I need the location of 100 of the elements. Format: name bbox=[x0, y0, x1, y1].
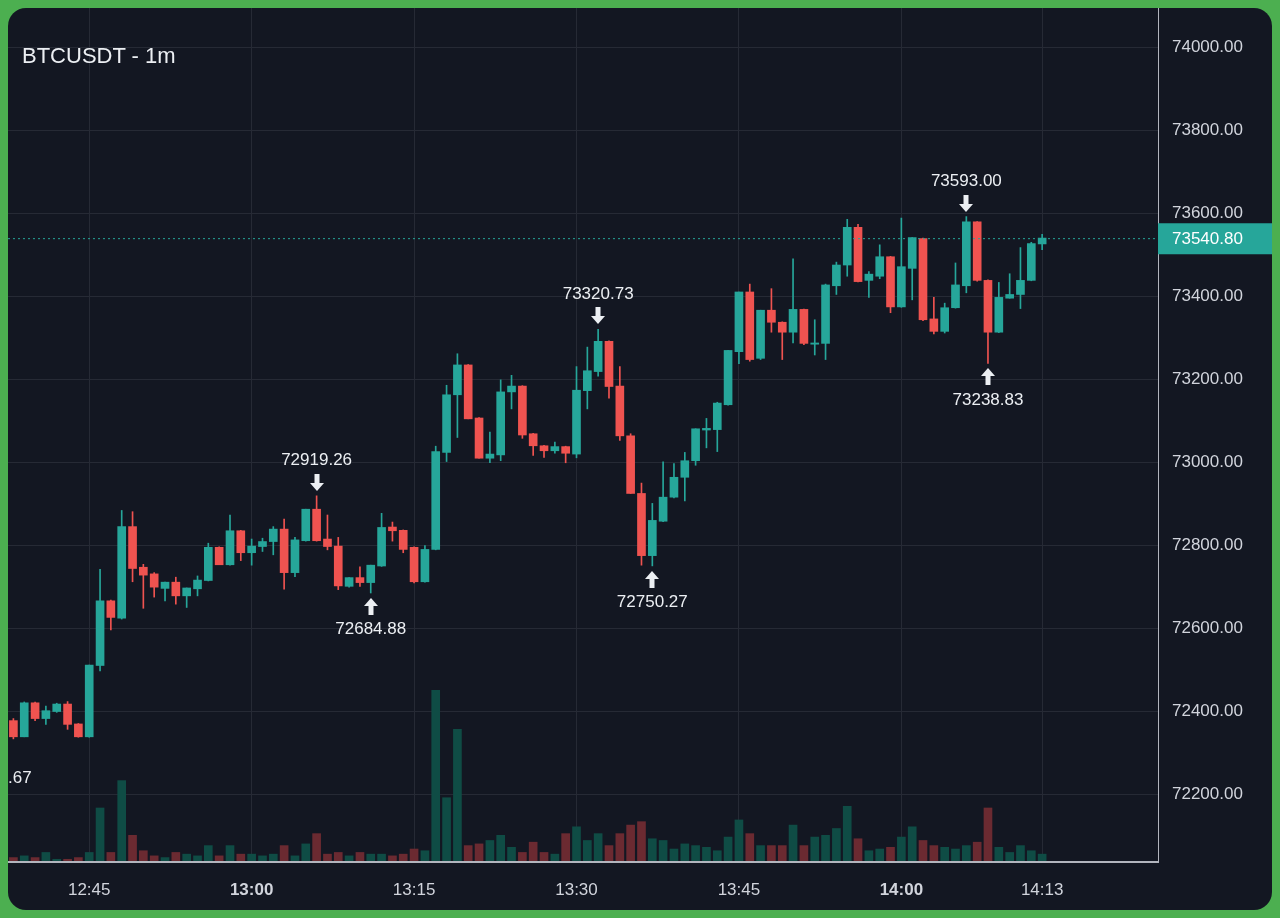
x-tick-label: 13:15 bbox=[392, 879, 436, 899]
candlestick bbox=[864, 271, 874, 298]
bar bbox=[593, 833, 603, 861]
bar bbox=[994, 846, 1004, 861]
bar bbox=[723, 836, 733, 861]
bar bbox=[74, 857, 83, 861]
bar bbox=[821, 835, 830, 861]
bar bbox=[19, 855, 29, 861]
bar bbox=[258, 855, 267, 861]
bar bbox=[539, 852, 549, 861]
y-tick-label: 72600.00 bbox=[1172, 617, 1243, 637]
bar bbox=[236, 853, 246, 861]
bar bbox=[788, 824, 798, 861]
annotation: 72684.88 bbox=[335, 619, 407, 639]
bar bbox=[518, 852, 527, 861]
y-tick-label: 72200.00 bbox=[1172, 783, 1243, 803]
bar bbox=[777, 845, 787, 861]
bar bbox=[583, 840, 592, 861]
bar bbox=[312, 833, 321, 861]
bar bbox=[106, 852, 116, 861]
bar bbox=[366, 853, 376, 861]
bar bbox=[907, 826, 917, 861]
annotation: 73593.00 bbox=[930, 170, 1002, 190]
bar bbox=[182, 853, 191, 861]
bar bbox=[128, 835, 137, 861]
bar bbox=[658, 840, 668, 861]
annotation: 73238.83 bbox=[952, 389, 1024, 409]
x-tick-label: 14:13 bbox=[1020, 879, 1064, 899]
annotation: 73320.73 bbox=[562, 283, 634, 303]
bar bbox=[139, 850, 148, 861]
bar bbox=[561, 833, 570, 861]
bar bbox=[333, 852, 343, 861]
bar bbox=[886, 846, 895, 861]
bar bbox=[1037, 853, 1047, 861]
bar bbox=[1026, 850, 1036, 861]
bar bbox=[84, 852, 94, 861]
candlestick bbox=[810, 319, 820, 356]
bar bbox=[528, 841, 538, 861]
bar bbox=[203, 845, 213, 861]
bar bbox=[409, 848, 419, 861]
x-tick-label: 13:45 bbox=[717, 879, 761, 899]
bar bbox=[832, 828, 841, 861]
bar bbox=[149, 855, 159, 861]
x-tick-label: 14:00 bbox=[879, 879, 924, 899]
bar bbox=[853, 838, 863, 861]
bar bbox=[431, 690, 441, 861]
bar bbox=[962, 845, 971, 861]
bar bbox=[63, 858, 72, 861]
bar bbox=[247, 853, 256, 861]
bar bbox=[918, 840, 928, 861]
y-tick-label: 73800.00 bbox=[1172, 120, 1243, 140]
bar bbox=[702, 846, 711, 861]
bar bbox=[355, 852, 365, 861]
bar bbox=[474, 843, 484, 861]
bar bbox=[799, 845, 809, 861]
bar bbox=[626, 824, 635, 861]
bar bbox=[30, 857, 40, 861]
bar bbox=[940, 846, 950, 861]
annotation: .67 bbox=[8, 767, 32, 787]
bar bbox=[550, 853, 560, 861]
bar bbox=[1005, 852, 1014, 861]
bar bbox=[117, 780, 127, 861]
bar bbox=[95, 807, 105, 861]
bar bbox=[1016, 845, 1025, 861]
bar bbox=[680, 843, 690, 861]
annotation: 72750.27 bbox=[616, 592, 688, 612]
bar bbox=[279, 845, 289, 861]
bar bbox=[615, 833, 625, 861]
bar bbox=[496, 835, 506, 861]
bar bbox=[268, 853, 278, 861]
bar bbox=[810, 836, 820, 861]
y-tick-label: 74000.00 bbox=[1172, 37, 1243, 57]
bar bbox=[463, 845, 473, 861]
bar bbox=[193, 855, 202, 861]
bar bbox=[972, 841, 982, 861]
bar bbox=[712, 850, 722, 861]
y-tick-label: 73000.00 bbox=[1172, 452, 1243, 472]
bar bbox=[442, 797, 451, 861]
bar bbox=[420, 850, 430, 861]
ref-line-label: 73540.80 bbox=[1172, 228, 1243, 248]
y-tick-label: 72400.00 bbox=[1172, 700, 1243, 720]
bar bbox=[745, 833, 755, 861]
bar bbox=[9, 857, 18, 861]
bar bbox=[842, 805, 852, 861]
bar bbox=[398, 853, 408, 861]
y-tick-label: 73400.00 bbox=[1172, 286, 1243, 306]
bar bbox=[323, 853, 332, 861]
bar bbox=[669, 848, 679, 861]
bar bbox=[929, 845, 939, 861]
bar bbox=[637, 821, 646, 861]
bar bbox=[52, 858, 62, 861]
bar bbox=[572, 826, 581, 861]
candlestick bbox=[485, 431, 495, 464]
bar bbox=[691, 845, 700, 861]
bar bbox=[734, 819, 744, 861]
annotation: 72919.26 bbox=[281, 450, 353, 470]
bar bbox=[604, 845, 614, 861]
y-tick-label: 73200.00 bbox=[1172, 369, 1243, 389]
bar bbox=[507, 846, 516, 861]
x-tick-label: 12:45 bbox=[67, 879, 111, 899]
